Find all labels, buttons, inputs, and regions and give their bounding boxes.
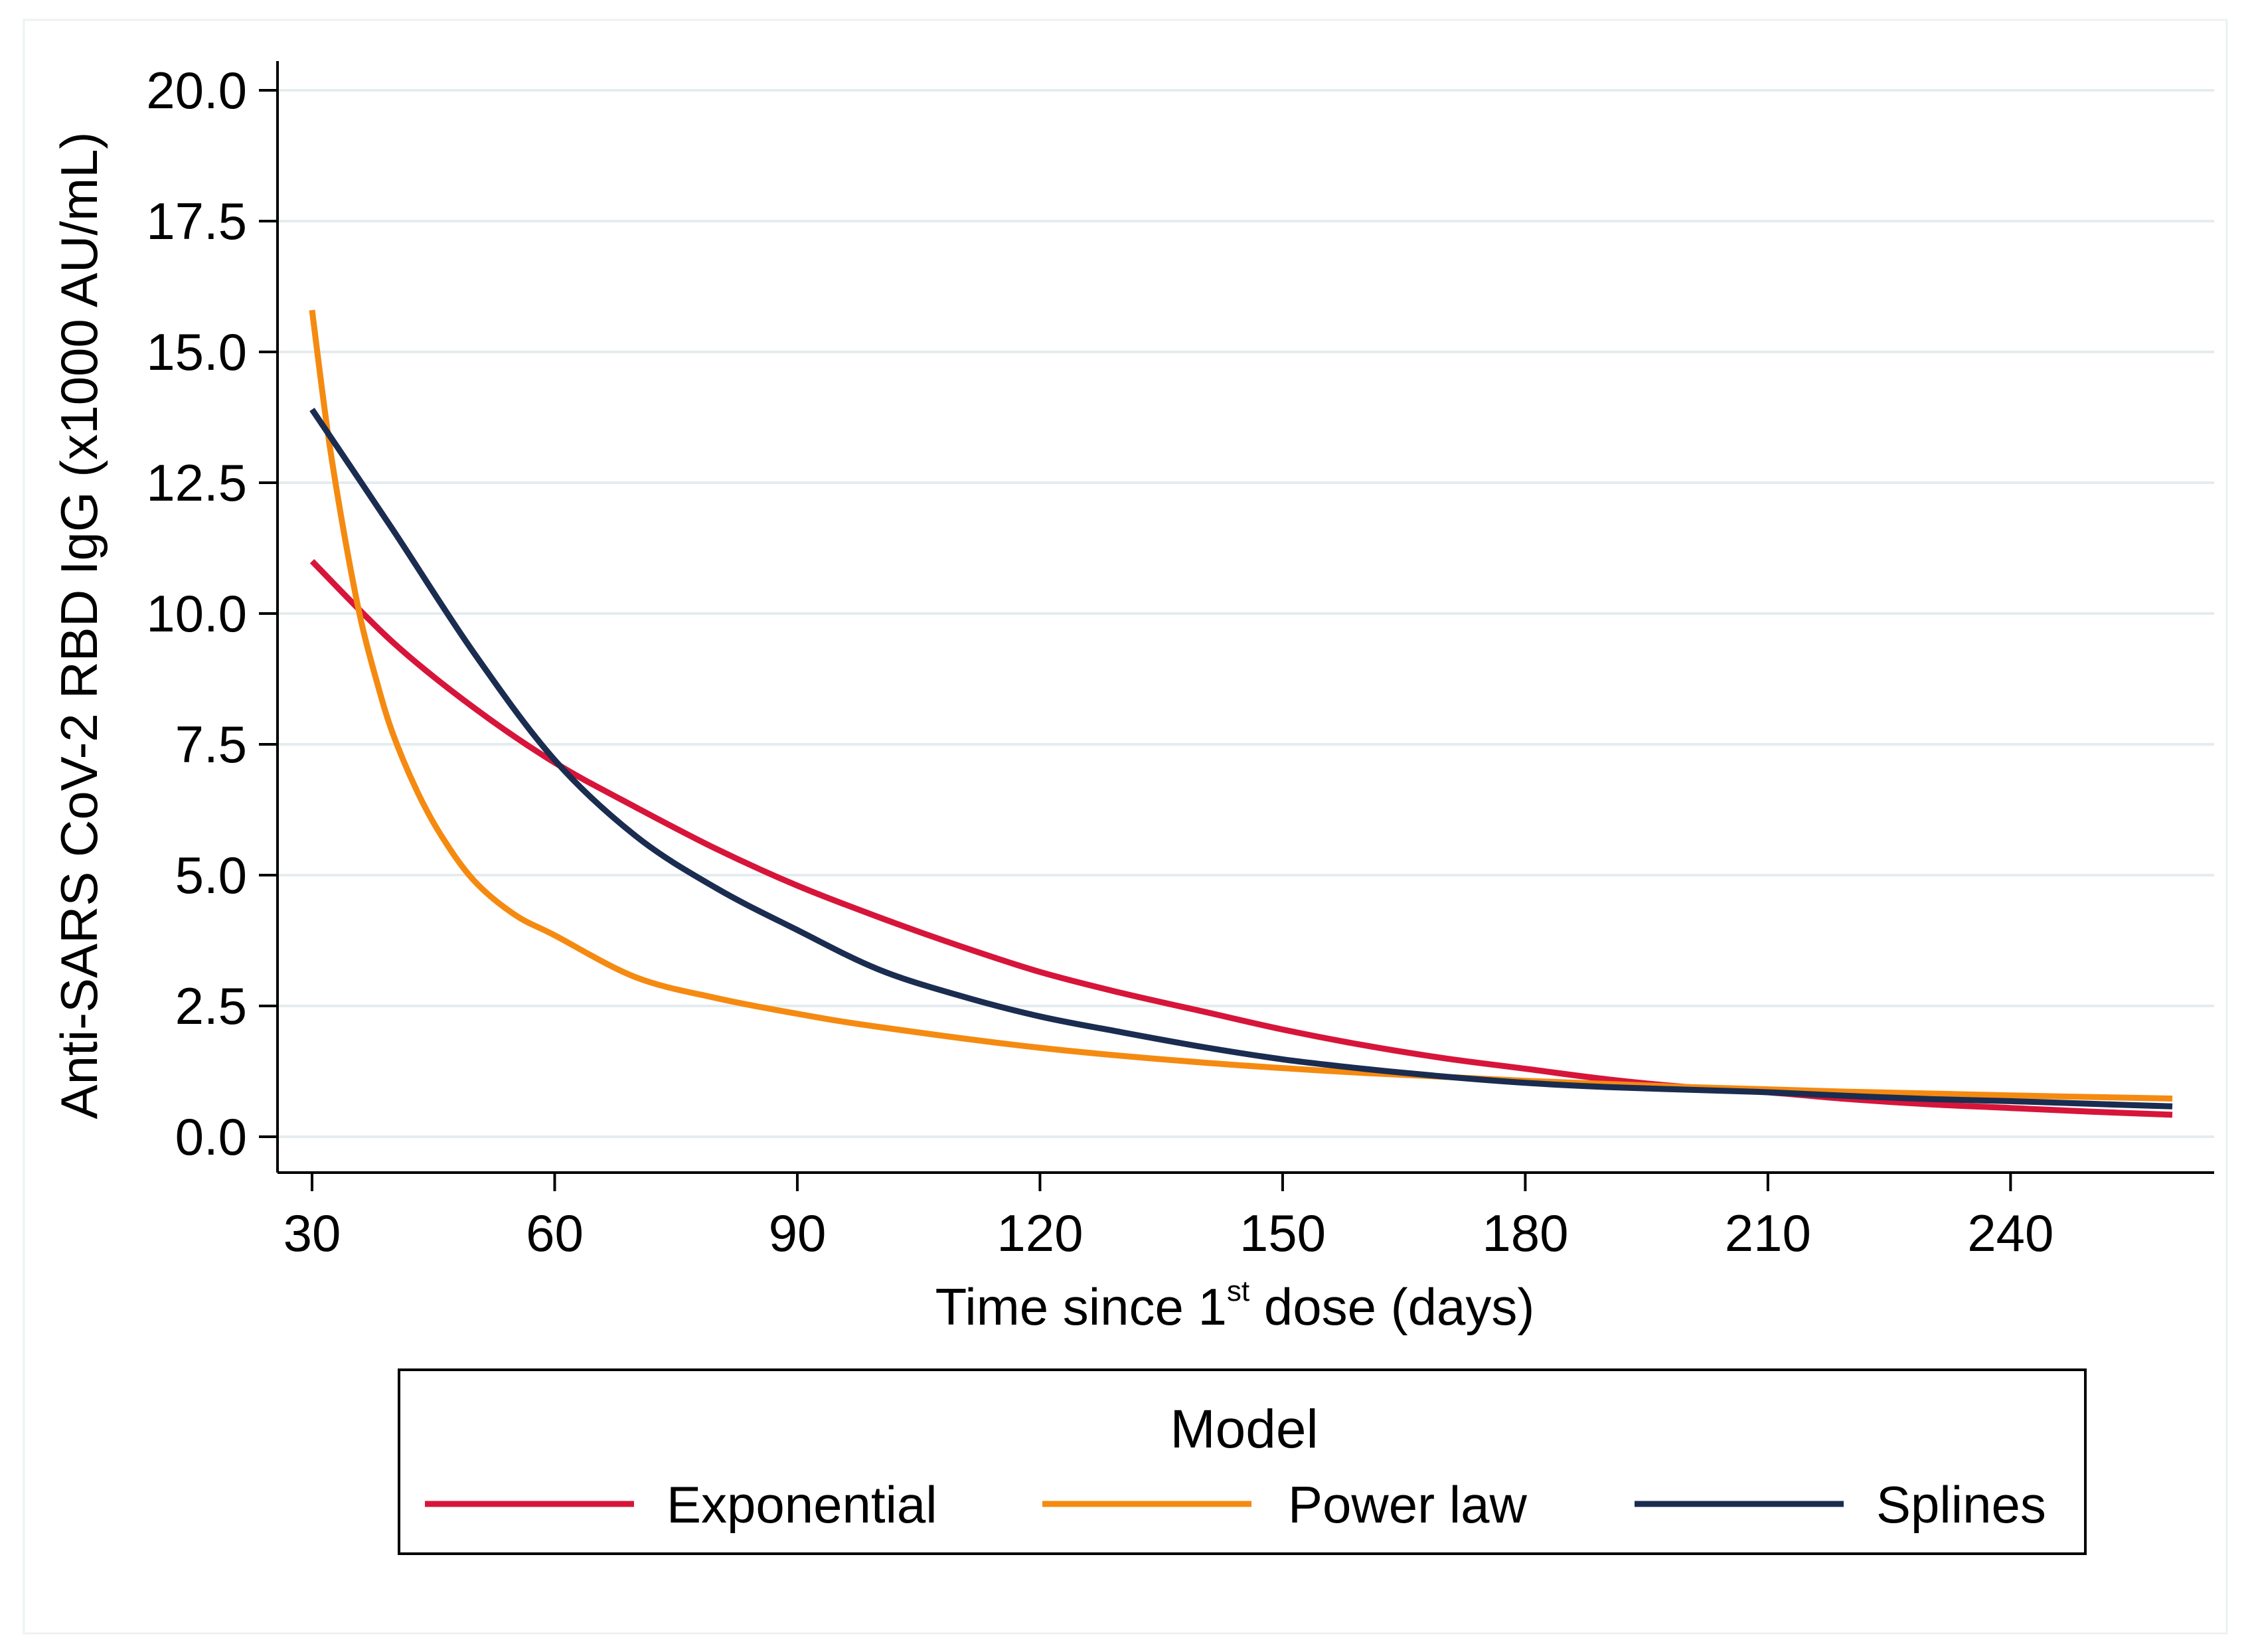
series-layer [309,309,2173,1118]
x-tick-label: 240 [1967,1204,2053,1262]
x-axis-title-superscript: st [1227,1275,1249,1307]
series-line-splines [309,408,2173,1110]
axes: 0.0 2.5 5.0 7.5 10.0 12.5 15.0 17.5 20.0 30 60 90 12… [146,61,2214,1262]
x-tick-label: 120 [997,1204,1083,1262]
y-tick-label: 5.0 [175,846,247,904]
y-tick-label: 0.0 [175,1108,247,1166]
y-tick-label: 2.5 [175,977,247,1035]
legend-label-splines: Splines [1876,1475,2046,1534]
y-tick-label: 15.0 [146,323,247,381]
x-tick-label: 150 [1240,1204,1326,1262]
x-axis-title: Time since 1st dose (days) [935,1275,1535,1336]
outer-frame [23,19,2228,1635]
x-axis-title-prefix: Time since 1 [935,1278,1227,1336]
x-tick-label: 180 [1482,1204,1568,1262]
series-line-exponential [309,559,2173,1118]
y-tick-label: 17.5 [146,192,247,250]
y-tick-label: 10.0 [146,584,247,643]
legend-label-exponential: Exponential [667,1475,937,1534]
y-tick-label: 7.5 [175,715,247,774]
gridlines [278,89,2214,1138]
legend-box [398,1368,2087,1555]
legend-label-power-law: Power law [1288,1475,1527,1534]
x-tick-label: 60 [526,1204,584,1262]
y-axis-title: Anti-SARS CoV-2 RBD IgG (x1000 AU/mL) [50,132,108,1119]
legend-title: Model [1170,1399,1318,1459]
x-tick-label: 30 [283,1204,341,1262]
legend: Model Exponential Power law Splines [398,1368,2087,1555]
y-tick-label: 20.0 [146,61,247,120]
x-axis-title-suffix: dose (days) [1249,1278,1534,1336]
x-tick-label: 210 [1725,1204,1811,1262]
x-tick-label: 90 [769,1204,827,1262]
y-tick-label: 12.5 [146,454,247,512]
